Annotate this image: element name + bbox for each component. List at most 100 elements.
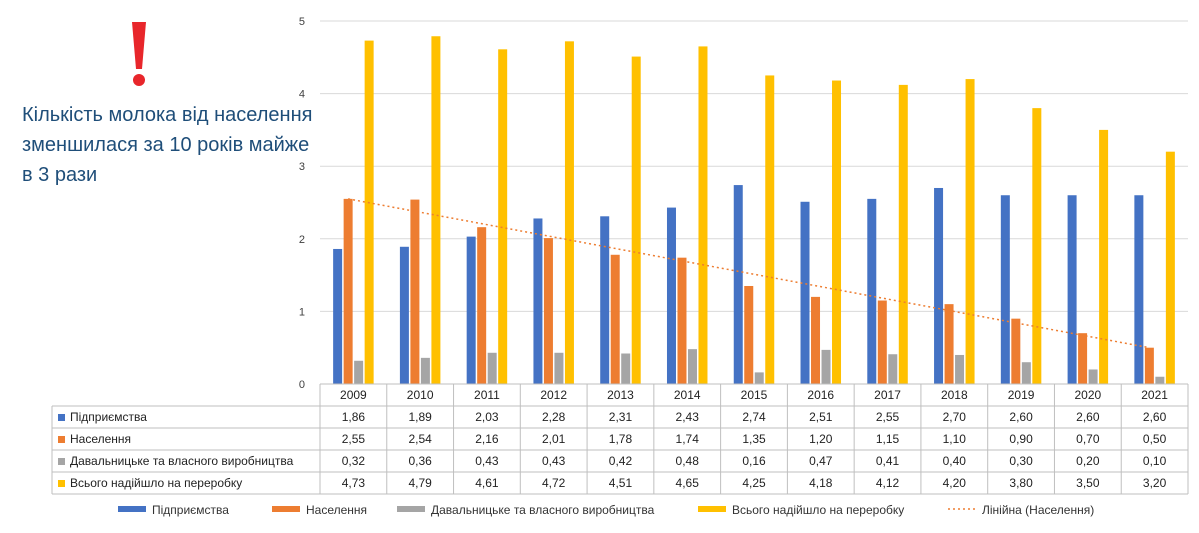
bar-own_production-2018 (955, 354, 965, 384)
table-value-own_production-2017: 0,41 (876, 454, 900, 468)
bar-total-2011 (498, 49, 508, 385)
table-value-enterprises-2021: 2,60 (1143, 410, 1167, 424)
legend-swatch-total (698, 506, 726, 512)
legend-label-trendline: Лінійна (Населення) (982, 503, 1094, 517)
y-tick-label: 3 (299, 161, 305, 173)
bar-enterprises-2013 (600, 216, 610, 384)
bar-total-2013 (631, 56, 641, 384)
table-value-enterprises-2018: 2,70 (943, 410, 967, 424)
table-value-enterprises-2017: 2,55 (876, 410, 900, 424)
table-value-total-2019: 3,80 (1009, 476, 1033, 490)
table-year-2013: 2013 (607, 388, 634, 402)
table-value-total-2014: 4,65 (676, 476, 700, 490)
table-key-own_production (58, 458, 65, 465)
bar-total-2019 (1032, 108, 1042, 385)
bar-enterprises-2009 (333, 248, 343, 384)
table-value-own_production-2010: 0,36 (408, 454, 432, 468)
headline-text: Кількість молока від населення зменшилас… (22, 104, 313, 186)
table-value-population-2012: 2,01 (542, 432, 566, 446)
bar-own_production-2016 (821, 349, 831, 384)
bar-population-2011 (477, 227, 487, 384)
bar-enterprises-2015 (733, 185, 743, 384)
table-value-total-2015: 4,25 (742, 476, 766, 490)
bar-population-2021 (1144, 347, 1154, 384)
table-value-population-2009: 2,55 (342, 432, 366, 446)
table-value-total-2016: 4,18 (809, 476, 833, 490)
table-value-population-2019: 0,90 (1009, 432, 1033, 446)
legend-label-total: Всього надійшло на переробку (732, 503, 904, 517)
alert-exclamation-icon (124, 14, 154, 94)
bar-own_production-2017 (888, 354, 898, 384)
table-value-own_production-2012: 0,43 (542, 454, 566, 468)
bar-population-2014 (677, 257, 687, 384)
bar-own_production-2011 (487, 352, 497, 384)
table-year-2020: 2020 (1074, 388, 1101, 402)
table-year-2016: 2016 (807, 388, 834, 402)
table-value-own_production-2020: 0,20 (1076, 454, 1100, 468)
bar-population-2020 (1078, 333, 1088, 384)
table-year-2018: 2018 (941, 388, 968, 402)
bar-population-2015 (744, 285, 754, 384)
table-value-own_production-2013: 0,42 (609, 454, 633, 468)
bar-population-2009 (343, 198, 353, 384)
table-year-2015: 2015 (741, 388, 768, 402)
bar-total-2021 (1165, 151, 1175, 384)
bar-population-2016 (811, 296, 821, 384)
bar-total-2014 (698, 46, 708, 384)
table-key-enterprises (58, 414, 65, 421)
table-key-population (58, 436, 65, 443)
bar-population-2019 (1011, 318, 1021, 384)
bar-population-2018 (944, 304, 954, 384)
legend-swatch-own_production (397, 506, 425, 512)
bar-own_production-2015 (754, 372, 764, 384)
table-value-own_production-2015: 0,16 (742, 454, 766, 468)
table-value-population-2020: 0,70 (1076, 432, 1100, 446)
bar-population-2012 (543, 238, 553, 384)
table-value-own_production-2009: 0,32 (342, 454, 366, 468)
bar-total-2010 (431, 36, 441, 384)
bar-own_production-2012 (554, 352, 564, 384)
table-value-total-2010: 4,79 (408, 476, 432, 490)
legend-label-population: Населення (306, 503, 367, 517)
table-value-total-2020: 3,50 (1076, 476, 1100, 490)
bar-own_production-2014 (687, 349, 697, 384)
table-year-2021: 2021 (1141, 388, 1168, 402)
table-value-population-2013: 1,78 (609, 432, 633, 446)
bar-total-2012 (564, 41, 574, 384)
bar-own_production-2013 (621, 353, 631, 384)
table-value-enterprises-2013: 2,31 (609, 410, 633, 424)
table-value-population-2018: 1,10 (943, 432, 967, 446)
table-value-population-2010: 2,54 (408, 432, 432, 446)
table-value-enterprises-2011: 2,03 (475, 410, 499, 424)
table-year-2009: 2009 (340, 388, 367, 402)
table-value-enterprises-2016: 2,51 (809, 410, 833, 424)
table-value-own_production-2018: 0,40 (943, 454, 967, 468)
table-year-2019: 2019 (1008, 388, 1035, 402)
bar-enterprises-2016 (800, 201, 810, 384)
table-value-population-2016: 1,20 (809, 432, 833, 446)
table-series-name: Всього надійшло на переробку (70, 476, 242, 490)
bar-total-2018 (965, 79, 975, 384)
table-value-population-2017: 1,15 (876, 432, 900, 446)
bar-own_production-2019 (1021, 362, 1031, 384)
bar-total-2016 (832, 80, 842, 385)
table-value-population-2014: 1,74 (676, 432, 700, 446)
bar-enterprises-2011 (466, 236, 476, 384)
bar-enterprises-2018 (934, 187, 944, 384)
y-tick-label: 1 (299, 306, 305, 318)
table-value-population-2015: 1,35 (742, 432, 766, 446)
table-series-name: Підприємства (70, 410, 147, 424)
table-value-own_production-2016: 0,47 (809, 454, 833, 468)
legend-label-enterprises: Підприємства (152, 503, 229, 517)
table-year-2010: 2010 (407, 388, 434, 402)
table-value-total-2012: 4,72 (542, 476, 566, 490)
y-tick-label: 5 (299, 16, 305, 28)
table-value-total-2017: 4,12 (876, 476, 900, 490)
bar-own_production-2009 (354, 360, 364, 384)
legend-label-own_production: Давальницьке та власного виробництва (431, 503, 655, 517)
table-value-own_production-2021: 0,10 (1143, 454, 1167, 468)
y-tick-label: 0 (299, 379, 305, 391)
table-value-own_production-2011: 0,43 (475, 454, 499, 468)
bar-total-2015 (765, 75, 775, 384)
